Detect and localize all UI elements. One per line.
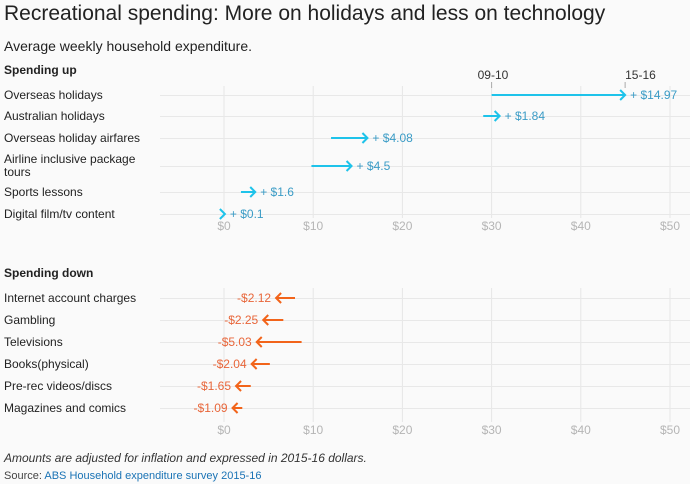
- chart-subtitle: Average weekly household expenditure.: [4, 38, 253, 54]
- category-label: Pre-rec videos/discs: [4, 379, 112, 393]
- value-label: + $4.08: [372, 131, 413, 145]
- to-label: 15-16: [625, 68, 656, 82]
- x-tick-label: $20: [392, 423, 412, 437]
- panel-heading: Spending down: [4, 266, 93, 280]
- panel-heading: Spending up: [4, 63, 77, 77]
- change-arrow-head: [261, 314, 269, 326]
- x-tick-label: $50: [660, 219, 680, 233]
- category-label: Books(physical): [4, 357, 89, 371]
- category-label: Overseas holiday airfares: [4, 131, 140, 145]
- change-arrow-head: [250, 358, 258, 370]
- category-label: Digital film/tv content: [4, 207, 115, 221]
- value-label: + $1.6: [260, 185, 294, 199]
- value-label: -$5.03: [218, 335, 252, 349]
- change-arrow-head: [361, 132, 369, 144]
- x-tick-label: $30: [482, 219, 502, 233]
- category-label: Airline inclusive package tours: [4, 152, 136, 179]
- value-label: + $4.5: [357, 159, 391, 173]
- x-tick-label: $40: [571, 423, 591, 437]
- source-link[interactable]: ABS Household expenditure survey 2015-16: [44, 470, 262, 482]
- footnote: Amounts are adjusted for inflation and e…: [4, 451, 367, 465]
- x-tick-label: $30: [482, 423, 502, 437]
- change-arrow-head: [493, 110, 502, 122]
- value-label: -$2.25: [224, 313, 258, 327]
- change-arrow-head: [255, 336, 263, 348]
- change-arrow-head: [249, 186, 257, 198]
- x-tick-label: $50: [660, 423, 680, 437]
- change-arrow-head: [219, 208, 227, 220]
- category-label: Gambling: [4, 313, 55, 327]
- change-arrow-head: [345, 160, 353, 172]
- category-label: Magazines and comics: [4, 401, 126, 415]
- category-label: Australian holidays: [4, 109, 105, 123]
- value-label: + $14.97: [630, 88, 677, 102]
- x-tick-label: $0: [217, 423, 231, 437]
- chart-title: Recreational spending: More on holidays …: [4, 2, 606, 25]
- x-tick-label: $0: [217, 219, 231, 233]
- source-label: Source:: [4, 470, 42, 482]
- category-label: Televisions: [4, 335, 63, 349]
- source-line: Source: ABS Household expenditure survey…: [4, 470, 261, 482]
- change-arrow-head: [234, 380, 242, 392]
- change-arrow-head: [274, 292, 282, 304]
- value-label: + $0.1: [230, 207, 264, 221]
- value-label: + $1.84: [505, 109, 546, 123]
- change-arrow-head: [231, 402, 239, 414]
- x-tick-label: $10: [303, 219, 323, 233]
- value-label: -$2.12: [237, 291, 271, 305]
- value-label: -$2.04: [213, 357, 247, 371]
- from-label: 09-10: [478, 68, 509, 82]
- category-label: Overseas holidays: [4, 88, 103, 102]
- value-label: -$1.09: [194, 401, 228, 415]
- x-tick-label: $20: [392, 219, 412, 233]
- category-label: Internet account charges: [4, 291, 136, 305]
- x-tick-label: $10: [303, 423, 323, 437]
- value-label: -$1.65: [197, 379, 231, 393]
- change-arrow-head: [619, 89, 627, 101]
- category-label: Sports lessons: [4, 185, 83, 199]
- x-tick-label: $40: [571, 219, 591, 233]
